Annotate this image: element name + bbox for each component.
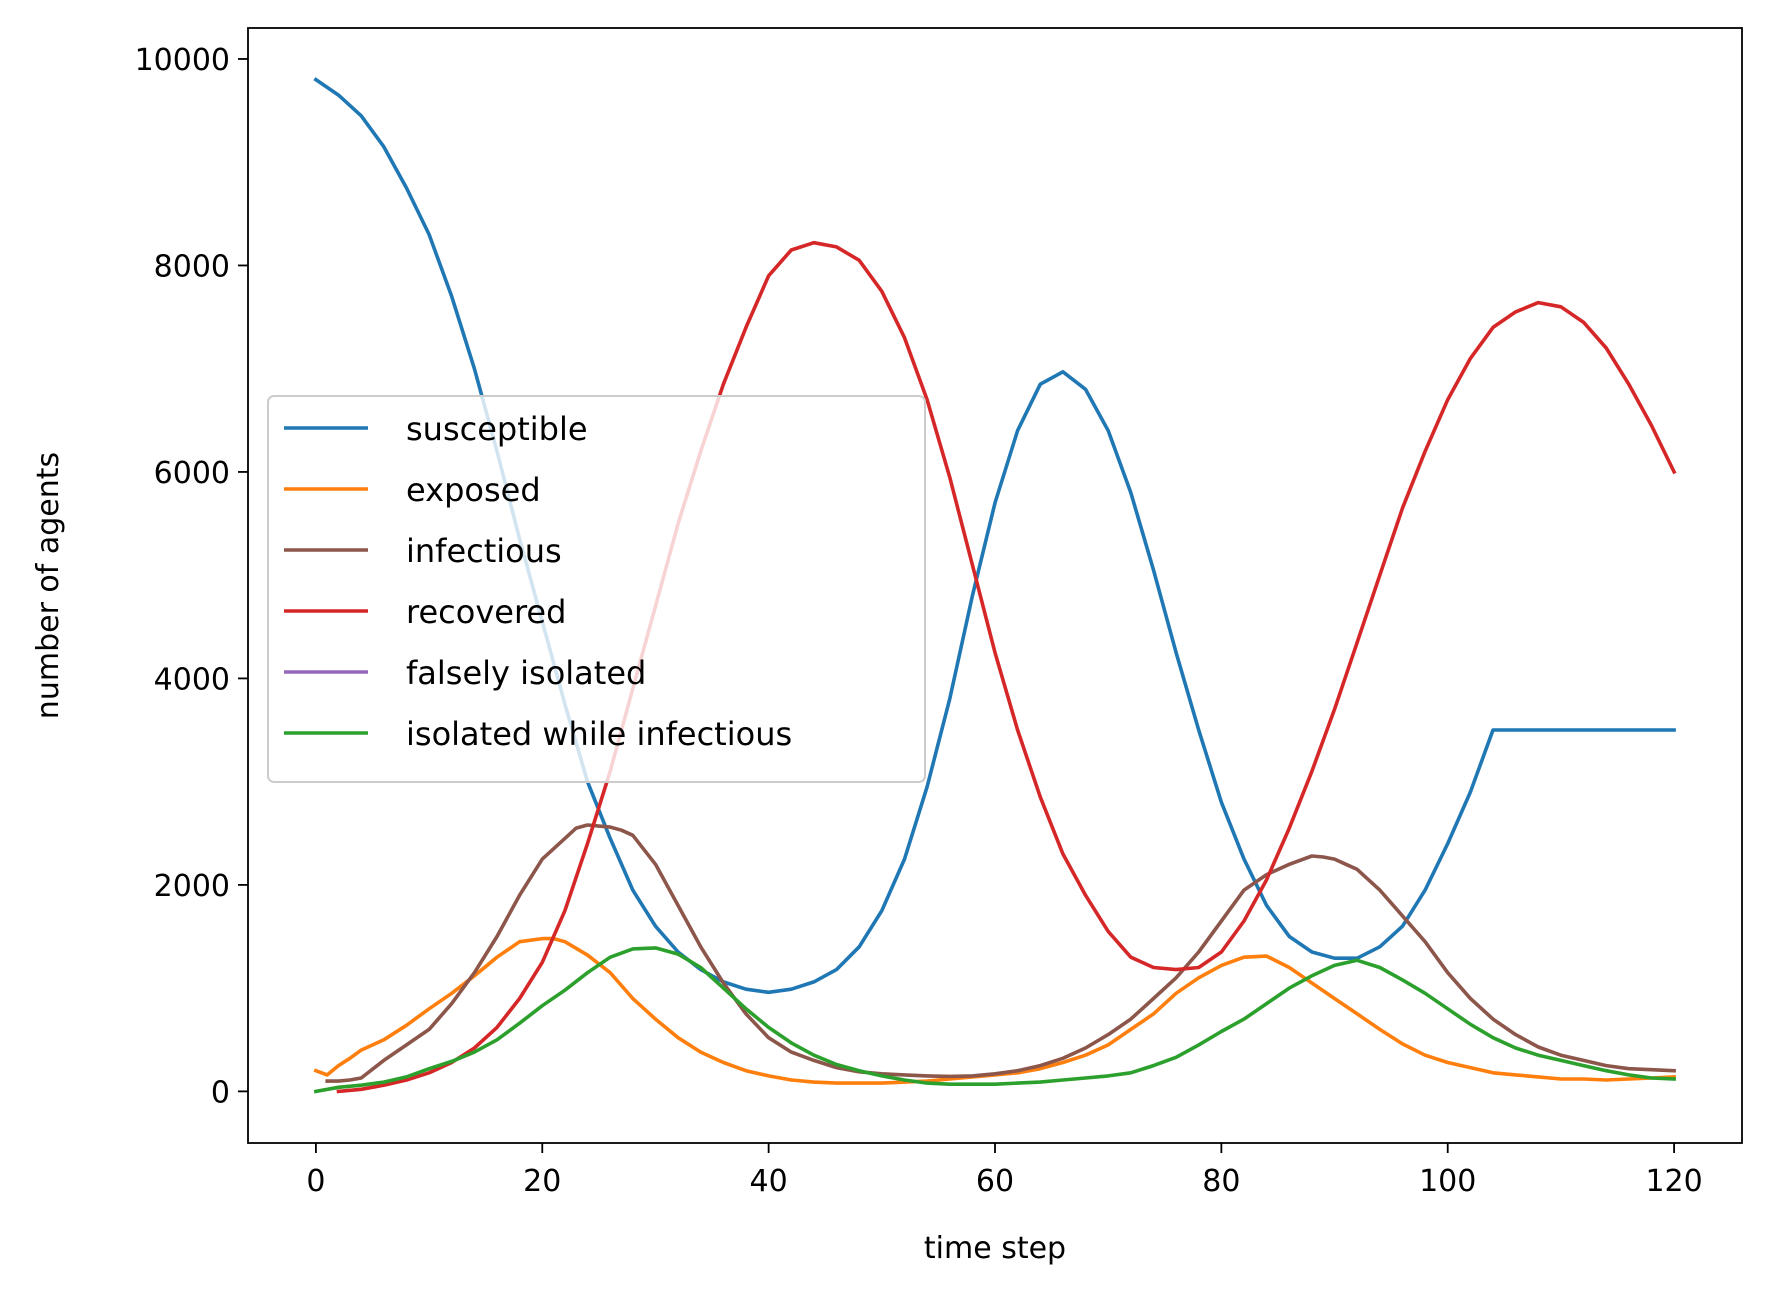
series-line-isolated-while-infectious xyxy=(313,946,1676,1094)
legend-label: infectious xyxy=(406,532,562,570)
legend-box xyxy=(267,395,926,783)
y-axis-label: number of agents xyxy=(31,452,66,719)
legend-label: falsely isolated xyxy=(406,654,646,692)
legend: susceptible exposed infectious recovered fal… xyxy=(267,395,926,783)
x-tick-label: 80 xyxy=(1202,1164,1240,1199)
legend-label: isolated while infectious xyxy=(406,715,792,753)
y-axis-ticks: 0 2000 4000 6000 8000 10000 xyxy=(135,43,248,1110)
legend-label: recovered xyxy=(406,593,566,631)
y-tick-label: 8000 xyxy=(154,249,230,284)
y-tick-label: 4000 xyxy=(154,662,230,697)
x-tick-label: 0 xyxy=(306,1164,325,1199)
legend-label: exposed xyxy=(406,471,541,509)
x-tick-label: 40 xyxy=(750,1164,788,1199)
y-tick-label: 6000 xyxy=(154,456,230,491)
legend-label: susceptible xyxy=(406,410,588,448)
x-axis-ticks: 0 20 40 60 80 100 120 xyxy=(306,1143,1703,1199)
x-tick-label: 100 xyxy=(1419,1164,1476,1199)
series-line-recovered xyxy=(336,240,1677,1094)
series-line-infectious xyxy=(325,823,1676,1083)
x-tick-label: 60 xyxy=(976,1164,1014,1199)
x-axis-label: time step xyxy=(924,1231,1066,1266)
y-tick-label: 2000 xyxy=(154,869,230,904)
y-tick-label: 0 xyxy=(211,1075,230,1110)
y-tick-label: 10000 xyxy=(135,43,230,78)
x-tick-label: 20 xyxy=(523,1164,561,1199)
x-tick-label: 120 xyxy=(1645,1164,1702,1199)
